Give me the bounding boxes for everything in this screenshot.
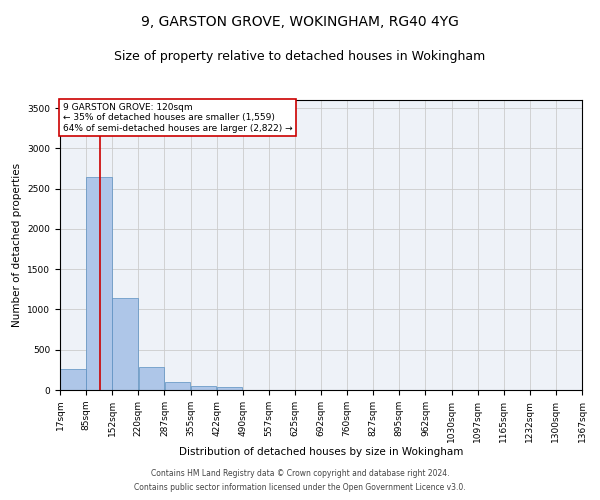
Text: 9 GARSTON GROVE: 120sqm
← 35% of detached houses are smaller (1,559)
64% of semi: 9 GARSTON GROVE: 120sqm ← 35% of detache… <box>62 103 292 132</box>
X-axis label: Distribution of detached houses by size in Wokingham: Distribution of detached houses by size … <box>179 448 463 458</box>
Bar <box>164 382 190 390</box>
Bar <box>112 298 138 390</box>
Bar <box>86 176 112 390</box>
Text: 9, GARSTON GROVE, WOKINGHAM, RG40 4YG: 9, GARSTON GROVE, WOKINGHAM, RG40 4YG <box>141 15 459 29</box>
Bar <box>139 367 164 390</box>
Text: Contains HM Land Registry data © Crown copyright and database right 2024.: Contains HM Land Registry data © Crown c… <box>151 468 449 477</box>
Text: Contains public sector information licensed under the Open Government Licence v3: Contains public sector information licen… <box>134 484 466 492</box>
Text: Size of property relative to detached houses in Wokingham: Size of property relative to detached ho… <box>115 50 485 63</box>
Bar <box>217 387 242 390</box>
Bar <box>60 368 86 390</box>
Y-axis label: Number of detached properties: Number of detached properties <box>12 163 22 327</box>
Bar <box>191 386 217 390</box>
